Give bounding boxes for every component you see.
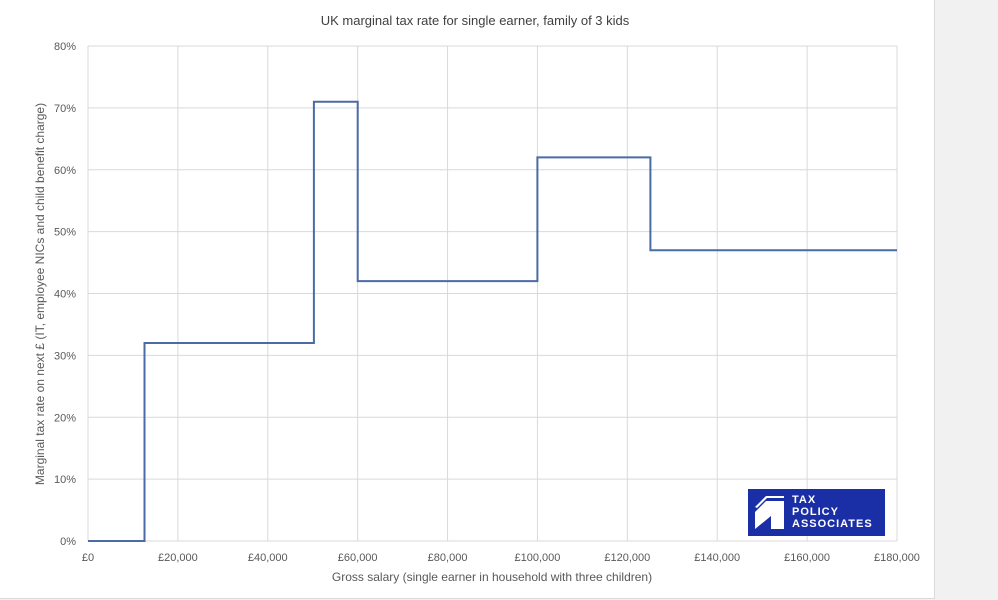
y-tick-label: 60% [54,165,76,177]
grid [87,45,898,542]
chart-title: UK marginal tax rate for single earner, … [321,13,630,28]
y-axis-title: Marginal tax rate on next £ (IT, employe… [33,103,47,485]
y-tick-label: 0% [60,536,76,548]
x-tick-label: £180,000 [874,552,920,564]
x-tick-label: £60,000 [338,552,378,564]
x-tick-label: £0 [82,552,94,564]
x-axis-title: Gross salary (single earner in household… [332,570,652,584]
y-tick-label: 70% [54,103,76,115]
y-tick-label: 20% [54,412,76,424]
y-tick-label: 30% [54,350,76,362]
x-tick-label: £20,000 [158,552,198,564]
logo-text-line-1: TAX [792,494,816,506]
logo-text-line-3: ASSOCIATES [792,518,873,530]
y-tick-label: 80% [54,41,76,53]
x-axis-ticks: £0 £20,000 £40,000 £60,000 £80,000 £100,000 £1… [82,552,920,564]
series [88,100,897,542]
x-tick-label: £80,000 [428,552,468,564]
chart: UK marginal tax rate for single earner, … [33,13,920,584]
x-tick-label: £120,000 [604,552,650,564]
logo-text-line-2: POLICY [792,506,839,518]
x-tick-label: £40,000 [248,552,288,564]
x-tick-label: £100,000 [514,552,560,564]
y-tick-label: 50% [54,227,76,239]
x-tick-label: £160,000 [784,552,830,564]
y-tick-label: 40% [54,289,76,301]
logo-mark-icon [755,496,784,529]
chart-panel: UK marginal tax rate for single earner, … [0,0,935,599]
y-tick-label: 10% [54,474,76,486]
y-axis-ticks: 0% 10% 20% 30% 40% 50% 60% 70% 80% [54,41,76,548]
series-line [88,100,897,542]
x-tick-label: £140,000 [694,552,740,564]
tax-policy-associates-logo: TAX POLICY ASSOCIATES [748,489,885,536]
